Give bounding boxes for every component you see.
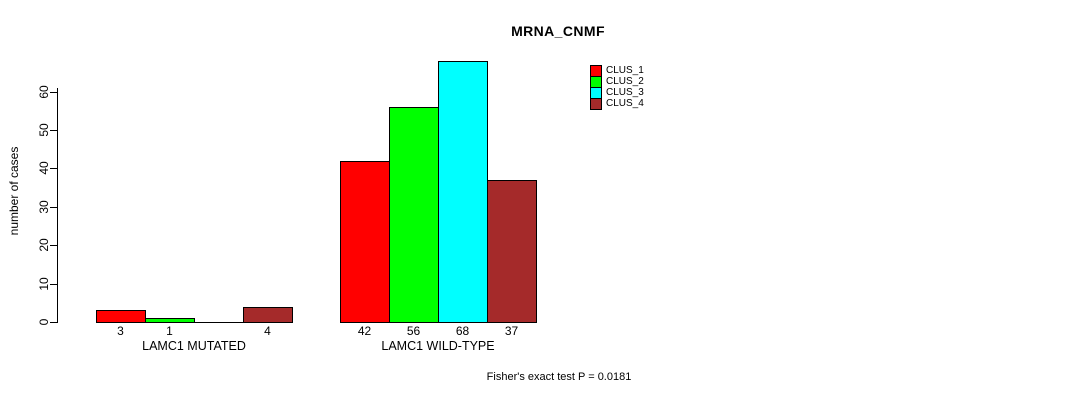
y-tick	[50, 130, 57, 131]
legend-row: CLUS_2	[590, 75, 644, 88]
bar	[487, 180, 537, 323]
bar	[340, 161, 390, 323]
bar-value-label: 3	[117, 324, 124, 338]
y-tick	[50, 245, 57, 246]
legend-row: CLUS_1	[590, 64, 644, 77]
bar-value-label: 42	[357, 324, 372, 338]
legend: CLUS_1 CLUS_2 CLUS_3 CLUS_4	[590, 64, 644, 110]
bar	[243, 307, 293, 323]
y-tick	[50, 322, 57, 323]
bar	[145, 318, 195, 323]
bar-value-label: 56	[406, 324, 421, 338]
bar	[389, 107, 439, 323]
y-tick	[50, 207, 57, 208]
bar-value-label: 4	[264, 324, 271, 338]
legend-label: CLUS_1	[606, 65, 644, 76]
legend-label: CLUS_2	[606, 76, 644, 87]
y-tick-label: 40	[37, 161, 51, 175]
bar	[438, 61, 488, 323]
annotation-fisher-test: Fisher's exact test P = 0.0181	[486, 371, 632, 383]
y-tick	[50, 92, 57, 93]
legend-swatch	[590, 97, 602, 110]
bar-value-label: 37	[504, 324, 519, 338]
y-axis-line	[57, 88, 58, 323]
bar-value-label: 1	[166, 324, 173, 338]
legend-row: CLUS_3	[590, 86, 644, 99]
y-tick	[50, 168, 57, 169]
y-tick-label: 10	[37, 277, 51, 291]
legend-label: CLUS_4	[606, 98, 644, 109]
y-tick-label: 60	[37, 85, 51, 99]
bar-value-label: 68	[455, 324, 470, 338]
legend-label: CLUS_3	[606, 87, 644, 98]
legend-row: CLUS_4	[590, 97, 644, 110]
y-tick-label: 30	[37, 200, 51, 214]
y-tick-label: 50	[37, 123, 51, 137]
group-label: LAMC1 MUTATED	[142, 339, 246, 353]
bar	[96, 310, 146, 323]
y-tick-label: 20	[37, 238, 51, 252]
y-tick-label: 0	[37, 318, 51, 326]
y-tick	[50, 284, 57, 285]
group-label: LAMC1 WILD-TYPE	[381, 339, 495, 353]
chart-title: MRNA_CNMF	[511, 23, 605, 39]
